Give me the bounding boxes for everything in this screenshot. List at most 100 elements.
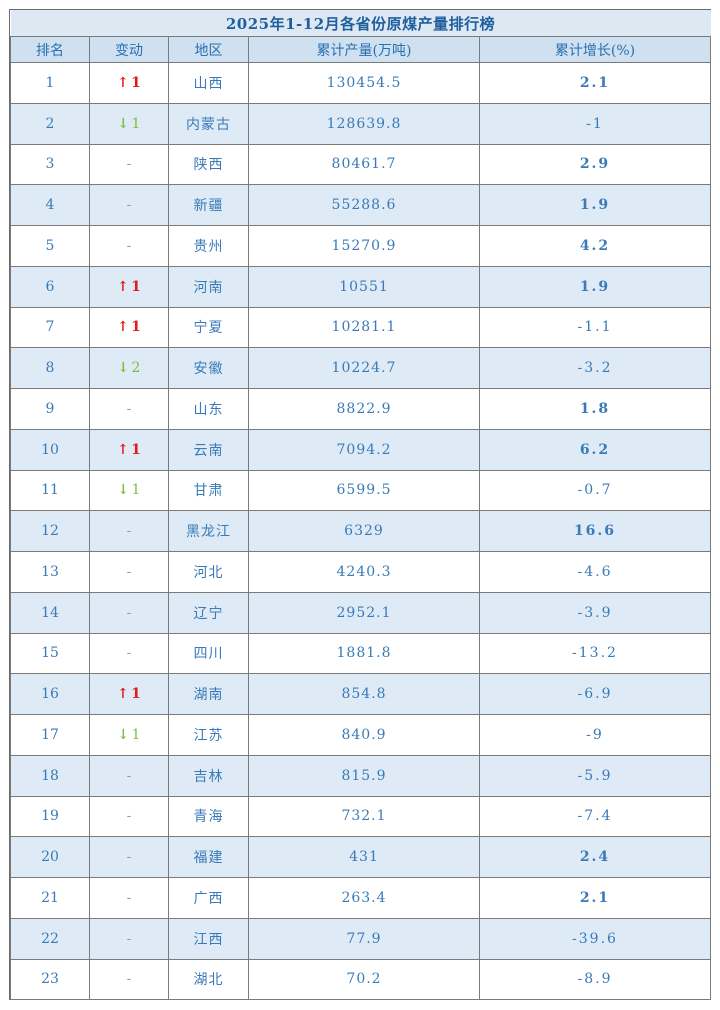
table-row: 16 ↑ 1 湖南 854.8 -6.9 bbox=[10, 673, 711, 715]
region-cell: 江西 bbox=[168, 917, 249, 960]
rank-cell: 16 bbox=[10, 673, 90, 715]
rank-cell: 11 bbox=[10, 469, 90, 512]
change-value: 1 bbox=[131, 482, 141, 499]
production-cell: 80461.7 bbox=[248, 143, 480, 186]
rank-cell: 17 bbox=[10, 714, 90, 756]
rank-cell: 4 bbox=[10, 184, 90, 226]
region-cell: 宁夏 bbox=[168, 306, 249, 349]
change-cell: ↓ 2 bbox=[89, 347, 169, 389]
change-cell: - bbox=[89, 388, 169, 430]
change-value: - bbox=[126, 523, 132, 540]
table-row: 1 ↑ 1 山西 130454.5 2.1 bbox=[10, 62, 711, 104]
production-cell: 10224.7 bbox=[248, 347, 480, 389]
table-body: 1 ↑ 1 山西 130454.5 2.1 2 ↓ 1 内蒙古 128639.8 -1 3- 陕西 8046… bbox=[10, 62, 711, 1001]
growth-cell: 2.4 bbox=[479, 836, 711, 878]
change-cell: - bbox=[89, 225, 169, 267]
ranking-table: 2025年1-12月各省份原煤产量排行榜 排名 变动 地区 累计产量(万吨) 累… bbox=[10, 10, 711, 1001]
change-value: 1 bbox=[131, 115, 141, 132]
table-row: 22 - 江西 77.9 -39.6 bbox=[10, 917, 711, 960]
rank-cell: 1 bbox=[10, 62, 90, 104]
rank-cell: 21 bbox=[10, 877, 90, 919]
change-cell: ↓ 1 bbox=[89, 714, 169, 756]
change-cell: - bbox=[89, 917, 169, 960]
change-value: - bbox=[126, 889, 132, 906]
table-row: 7 ↑ 1 宁夏 10281.1 -1.1 bbox=[10, 306, 711, 349]
growth-cell: -3.2 bbox=[479, 347, 711, 389]
table-row: 19 - 青海 732.1 -7.4 bbox=[10, 795, 711, 838]
arrow-up-icon: ↑ bbox=[117, 441, 129, 458]
growth-cell: -6.9 bbox=[479, 673, 711, 715]
growth-cell: 2.9 bbox=[479, 143, 711, 186]
region-cell: 吉林 bbox=[168, 754, 249, 797]
growth-cell: -39.6 bbox=[479, 917, 711, 960]
growth-cell: -8.9 bbox=[479, 958, 711, 1001]
region-cell: 广西 bbox=[168, 877, 249, 919]
change-cell: - bbox=[89, 510, 169, 552]
rank-cell: 19 bbox=[10, 795, 90, 838]
growth-cell: -4.6 bbox=[479, 551, 711, 593]
rank-cell: 20 bbox=[10, 836, 90, 878]
header-rank: 排名 bbox=[10, 36, 90, 63]
rank-cell: 6 bbox=[10, 265, 90, 308]
rank-cell: 2 bbox=[10, 102, 90, 145]
growth-cell: -5.9 bbox=[479, 754, 711, 797]
arrow-up-icon: ↑ bbox=[117, 319, 129, 336]
growth-cell: 6.2 bbox=[479, 428, 711, 471]
rank-cell: 13 bbox=[10, 551, 90, 593]
production-cell: 128639.8 bbox=[248, 102, 480, 145]
header-production: 累计产量(万吨) bbox=[248, 36, 480, 63]
arrow-up-icon: ↑ bbox=[117, 278, 129, 295]
region-cell: 安徽 bbox=[168, 347, 249, 389]
table-row: 17 ↓ 1 江苏 840.9 -9 bbox=[10, 714, 711, 756]
production-cell: 6329 bbox=[248, 510, 480, 552]
production-cell: 263.4 bbox=[248, 877, 480, 919]
growth-cell: 1.9 bbox=[479, 265, 711, 308]
change-value: - bbox=[126, 645, 132, 662]
change-cell: ↓ 1 bbox=[89, 102, 169, 145]
region-cell: 湖北 bbox=[168, 958, 249, 1001]
production-cell: 130454.5 bbox=[248, 62, 480, 104]
production-cell: 6599.5 bbox=[248, 469, 480, 512]
table-row: 2 ↓ 1 内蒙古 128639.8 -1 bbox=[10, 102, 711, 145]
change-cell: - bbox=[89, 795, 169, 838]
table-row: 9 - 山东 8822.9 1.8 bbox=[10, 388, 711, 430]
production-cell: 55288.6 bbox=[248, 184, 480, 226]
region-cell: 四川 bbox=[168, 632, 249, 675]
rank-cell: 18 bbox=[10, 754, 90, 797]
growth-cell: -1.1 bbox=[479, 306, 711, 349]
growth-cell: -1 bbox=[479, 102, 711, 145]
region-cell: 山东 bbox=[168, 388, 249, 430]
rank-cell: 5 bbox=[10, 225, 90, 267]
growth-cell: 2.1 bbox=[479, 877, 711, 919]
ranking-table-frame: 2025年1-12月各省份原煤产量排行榜 排名 变动 地区 累计产量(万吨) 累… bbox=[9, 9, 711, 1001]
production-cell: 840.9 bbox=[248, 714, 480, 756]
table-row: 20 - 福建 431 2.4 bbox=[10, 836, 711, 878]
change-cell: - bbox=[89, 632, 169, 675]
change-value: 1 bbox=[131, 441, 141, 458]
region-cell: 江苏 bbox=[168, 714, 249, 756]
change-value: 1 bbox=[131, 726, 141, 743]
production-cell: 15270.9 bbox=[248, 225, 480, 267]
region-cell: 山西 bbox=[168, 62, 249, 104]
change-value: - bbox=[126, 849, 132, 866]
table-row: 15 - 四川 1881.8 -13.2 bbox=[10, 632, 711, 675]
region-cell: 内蒙古 bbox=[168, 102, 249, 145]
table-row: 5 - 贵州 15270.9 4.2 bbox=[10, 225, 711, 267]
rank-cell: 8 bbox=[10, 347, 90, 389]
change-value: - bbox=[126, 197, 132, 214]
growth-cell: -0.7 bbox=[479, 469, 711, 512]
change-value: 1 bbox=[131, 278, 141, 295]
change-cell: ↑ 1 bbox=[89, 306, 169, 349]
change-value: 1 bbox=[131, 319, 141, 336]
arrow-down-icon: ↓ bbox=[117, 115, 130, 132]
change-value: - bbox=[126, 767, 132, 784]
production-cell: 732.1 bbox=[248, 795, 480, 838]
change-cell: ↑ 1 bbox=[89, 428, 169, 471]
arrow-down-icon: ↓ bbox=[117, 726, 130, 743]
growth-cell: -7.4 bbox=[479, 795, 711, 838]
production-cell: 431 bbox=[248, 836, 480, 878]
table-row: 12 - 黑龙江 6329 16.6 bbox=[10, 510, 711, 552]
change-value: - bbox=[126, 604, 132, 621]
change-cell: - bbox=[89, 836, 169, 878]
table-row: 13 - 河北 4240.3 -4.6 bbox=[10, 551, 711, 593]
